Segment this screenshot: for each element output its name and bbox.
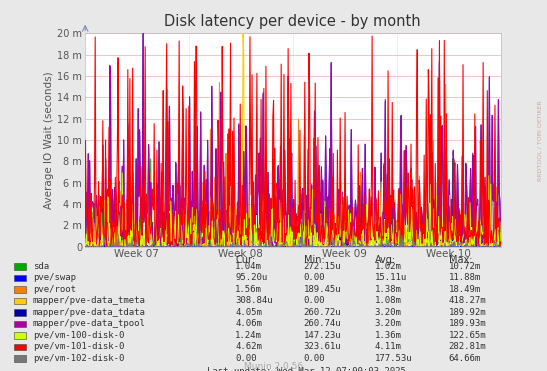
Text: 1.04m: 1.04m [235, 262, 262, 271]
Text: 4.05m: 4.05m [235, 308, 262, 317]
Text: 18.49m: 18.49m [449, 285, 481, 294]
Text: pve/root: pve/root [33, 285, 76, 294]
Text: 189.45u: 189.45u [304, 285, 341, 294]
Text: Cur:: Cur: [235, 255, 255, 265]
Text: 1.38m: 1.38m [375, 285, 401, 294]
Text: mapper/pve-data_tdata: mapper/pve-data_tdata [33, 308, 146, 317]
Text: 308.84u: 308.84u [235, 296, 273, 305]
Text: 95.20u: 95.20u [235, 273, 267, 282]
Text: 1.02m: 1.02m [375, 262, 401, 271]
Text: 189.92m: 189.92m [449, 308, 486, 317]
Text: pve/vm-100-disk-0: pve/vm-100-disk-0 [33, 331, 124, 340]
Text: Munin 2.0.56: Munin 2.0.56 [244, 362, 303, 371]
Text: 1.08m: 1.08m [375, 296, 401, 305]
Text: 0.00: 0.00 [304, 354, 325, 363]
Text: sda: sda [33, 262, 49, 271]
Text: 177.53u: 177.53u [375, 354, 412, 363]
Text: 1.24m: 1.24m [235, 331, 262, 340]
Text: 11.88m: 11.88m [449, 273, 481, 282]
Text: 3.20m: 3.20m [375, 319, 401, 328]
Text: 0.00: 0.00 [304, 296, 325, 305]
Text: 122.65m: 122.65m [449, 331, 486, 340]
Text: 15.11u: 15.11u [375, 273, 407, 282]
Text: 10.72m: 10.72m [449, 262, 481, 271]
Text: 282.81m: 282.81m [449, 342, 486, 351]
Text: 323.61u: 323.61u [304, 342, 341, 351]
Text: mapper/pve-data_tmeta: mapper/pve-data_tmeta [33, 296, 146, 305]
Text: pve/swap: pve/swap [33, 273, 76, 282]
Text: Last update: Wed Mar 12 07:00:03 2025: Last update: Wed Mar 12 07:00:03 2025 [207, 367, 406, 371]
Text: 64.66m: 64.66m [449, 354, 481, 363]
Text: 260.74u: 260.74u [304, 319, 341, 328]
Y-axis label: Average IO Wait (seconds): Average IO Wait (seconds) [44, 71, 54, 209]
Text: 418.27m: 418.27m [449, 296, 486, 305]
Text: 4.62m: 4.62m [235, 342, 262, 351]
Text: mapper/pve-data_tpool: mapper/pve-data_tpool [33, 319, 146, 328]
Title: Disk latency per device - by month: Disk latency per device - by month [164, 14, 421, 29]
Text: Max:: Max: [449, 255, 472, 265]
Text: 1.36m: 1.36m [375, 331, 401, 340]
Text: 0.00: 0.00 [304, 273, 325, 282]
Text: Avg:: Avg: [375, 255, 396, 265]
Text: RRDTOOL / TOBI OETIKER: RRDTOOL / TOBI OETIKER [538, 101, 543, 181]
Text: 260.72u: 260.72u [304, 308, 341, 317]
Text: 4.06m: 4.06m [235, 319, 262, 328]
Text: Min:: Min: [304, 255, 324, 265]
Text: 1.56m: 1.56m [235, 285, 262, 294]
Text: 0.00: 0.00 [235, 354, 257, 363]
Text: 4.11m: 4.11m [375, 342, 401, 351]
Text: 272.15u: 272.15u [304, 262, 341, 271]
Text: 147.23u: 147.23u [304, 331, 341, 340]
Text: 3.20m: 3.20m [375, 308, 401, 317]
Text: pve/vm-101-disk-0: pve/vm-101-disk-0 [33, 342, 124, 351]
Text: pve/vm-102-disk-0: pve/vm-102-disk-0 [33, 354, 124, 363]
Text: 189.93m: 189.93m [449, 319, 486, 328]
